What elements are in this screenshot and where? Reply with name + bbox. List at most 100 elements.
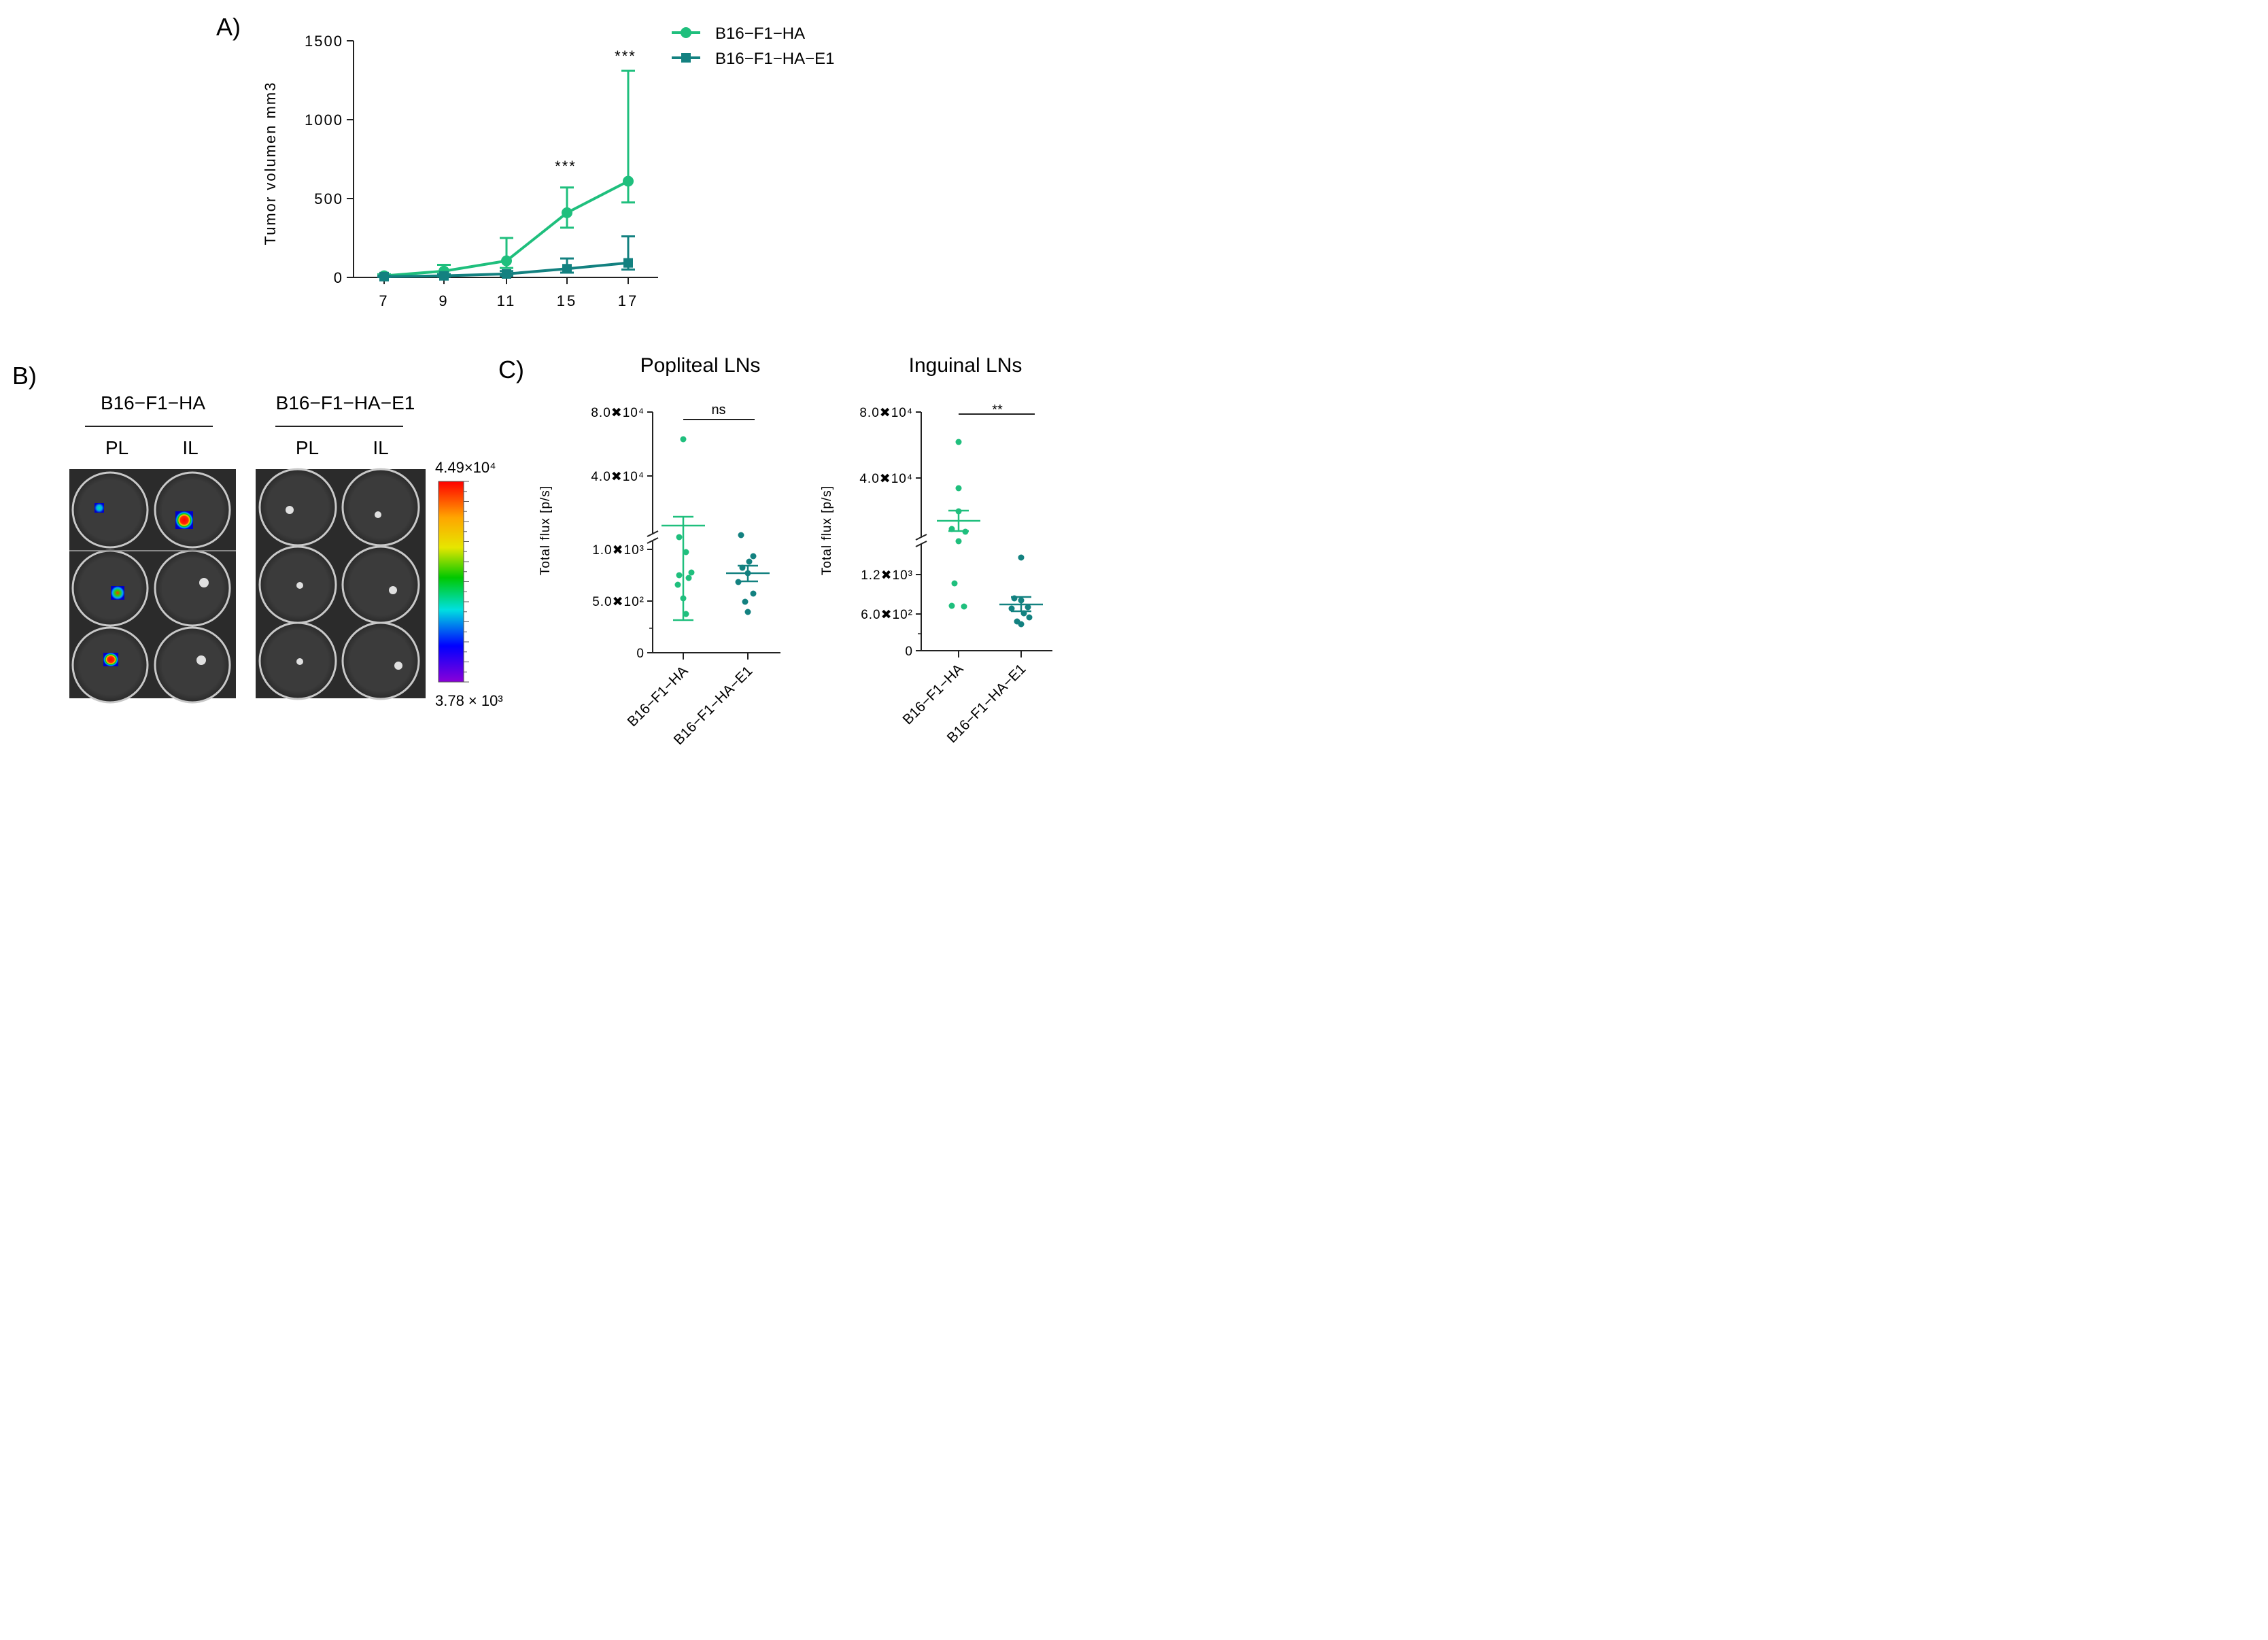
imaging-plate-ha	[69, 469, 236, 704]
well-e1-il-1	[341, 468, 420, 547]
x-tick-label: 15	[557, 292, 577, 309]
y-tick-label: 8.0✖10⁴	[591, 406, 645, 420]
well-ha-pl-1	[71, 471, 149, 549]
data-point	[1026, 614, 1033, 621]
line-chart-tumor-volume: 0 500 1000 1500 7 9 11 15 17 Tumor volumen mm3	[262, 33, 658, 309]
signal-spot-large	[175, 511, 193, 529]
lymph-node	[199, 578, 209, 587]
data-point	[962, 528, 969, 535]
x-tick-label: B16−F1−HA	[900, 661, 967, 728]
data-point	[1020, 610, 1027, 617]
legend-label-e1: B16−F1−HA−E1	[715, 50, 834, 68]
data-point	[676, 534, 683, 541]
x-tick-label: 7	[379, 292, 389, 309]
signal-spot-mid	[111, 586, 124, 600]
data-point	[1011, 595, 1018, 602]
imaging-plate-e1	[256, 468, 426, 700]
data-point	[676, 572, 683, 579]
well-ha-pl-2	[71, 549, 149, 627]
axis-break-mark	[647, 530, 659, 537]
data-point	[744, 570, 751, 577]
lymph-node	[286, 506, 294, 514]
well-ha-il-2	[154, 549, 231, 627]
data-point	[1018, 597, 1025, 604]
sig-popliteal: ns	[711, 403, 725, 417]
well-e1-pl-1	[258, 468, 337, 547]
legend-label-ha: B16−F1−HA	[715, 24, 805, 43]
data-point	[1018, 554, 1025, 561]
data-point-e1	[439, 271, 449, 281]
col-label-pl-1: PL	[105, 437, 128, 458]
group-label-e1: B16−F1−HA−E1	[276, 392, 415, 413]
data-point	[750, 553, 757, 560]
sig-day17: ***	[615, 48, 636, 65]
well-e1-il-3	[341, 621, 420, 700]
x-tick-label: 17	[618, 292, 638, 309]
lymph-node	[196, 655, 206, 665]
scatter-inguinal: Inguinal LNs 8.0✖10⁴ 4.0✖10⁴ 1.2✖10³ 6.0✖10²…	[820, 354, 1052, 746]
data-point	[680, 436, 687, 443]
data-point	[1008, 605, 1015, 612]
col-label-il-1: IL	[182, 437, 198, 458]
color-scale-min: 3.78 × 10³	[435, 692, 503, 709]
signal-spot-red	[103, 653, 118, 666]
x-tick-label: 9	[439, 292, 449, 309]
data-point	[735, 579, 742, 585]
legend-marker-e1	[681, 53, 691, 63]
panel-a-label: A)	[216, 13, 241, 41]
legend: B16−F1−HA B16−F1−HA−E1	[672, 24, 834, 68]
data-point-ha	[501, 255, 512, 267]
y-tick-label: 4.0✖10⁴	[591, 470, 645, 484]
y-tick-label: 5.0✖10²	[592, 595, 645, 609]
y-tick-label: 0	[905, 645, 913, 659]
x-tick-label: B16−F1−HA	[625, 663, 691, 730]
y-tick-label: 1000	[305, 112, 343, 129]
data-point	[742, 598, 749, 605]
data-point	[955, 485, 962, 492]
panel-b-label: B)	[12, 362, 37, 390]
data-point	[688, 569, 695, 576]
y-tick-label: 1.2✖10³	[861, 568, 913, 583]
lymph-node	[296, 582, 303, 589]
y-tick-label: 1.0✖10³	[592, 543, 645, 558]
axis-break-mark	[915, 541, 927, 547]
lymph-node	[296, 658, 303, 665]
scatter-popliteal: Popliteal LNs 8.0✖10⁴ 4.0✖10⁴ 1.0✖10³ 5.0✖10…	[538, 354, 780, 748]
y-axis-label: Tumor volumen mm3	[262, 81, 279, 245]
well-e1-il-2	[341, 545, 420, 624]
panel-c-label: C)	[498, 356, 524, 383]
data-point-e1	[379, 271, 389, 281]
data-point	[683, 549, 689, 556]
data-point-ha	[562, 207, 572, 218]
chart-title: Popliteal LNs	[640, 354, 761, 377]
axis-break-mark	[647, 537, 659, 544]
y-tick-label: 0	[636, 647, 645, 661]
lymph-node	[375, 511, 381, 518]
figure-canvas: A) 0 500 1000 1500 7 9 11 15 17 Tumor volumen mm3…	[12, 13, 1052, 748]
data-point-e1	[502, 269, 511, 279]
sig-day15: ***	[555, 158, 577, 175]
data-point	[685, 575, 692, 581]
col-label-pl-2: PL	[296, 437, 319, 458]
sig-inguinal: **	[992, 403, 1003, 417]
color-scale-max: 4.49×10⁴	[435, 459, 496, 476]
y-axis-label: Total flux [p/s]	[538, 485, 553, 575]
axis-break-mark	[915, 534, 927, 541]
data-point	[674, 581, 681, 588]
data-point	[744, 609, 751, 615]
data-point	[1025, 604, 1031, 611]
data-point	[961, 603, 967, 610]
y-tick-label: 8.0✖10⁴	[859, 406, 913, 420]
data-point	[738, 532, 744, 539]
group-label-ha: B16−F1−HA	[101, 392, 205, 413]
y-tick-label: 6.0✖10²	[861, 608, 913, 622]
color-scale-bar	[438, 481, 464, 683]
y-tick-label: 4.0✖10⁴	[859, 472, 913, 486]
col-label-il-2: IL	[373, 437, 388, 458]
data-point	[746, 558, 753, 565]
y-tick-label: 1500	[305, 33, 343, 50]
data-point	[948, 526, 955, 532]
data-point	[951, 580, 958, 587]
signal-spot-small	[94, 503, 104, 513]
data-point-e1	[623, 258, 633, 268]
